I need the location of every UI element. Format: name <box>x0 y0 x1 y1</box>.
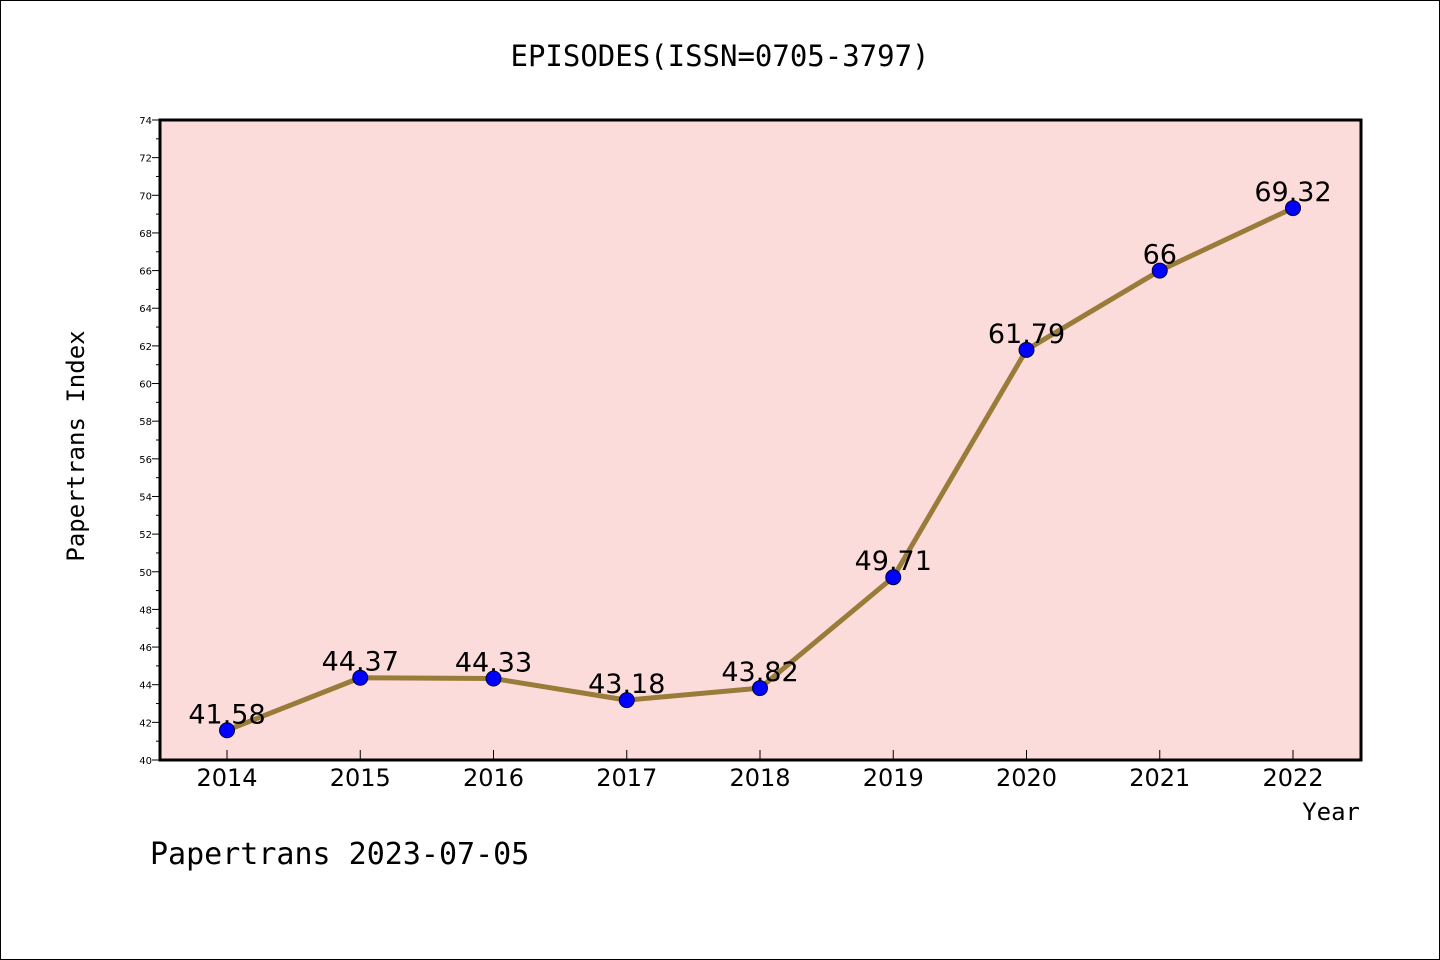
y-tick-label: 46 <box>139 643 152 654</box>
data-point <box>1151 262 1168 279</box>
data-point <box>885 569 902 586</box>
x-axis: 2014 2015 2016 2017 2018 2019 2020 2021 2022 <box>196 750 1324 792</box>
data-label: 44.33 <box>455 647 532 678</box>
data-point <box>352 669 369 686</box>
y-tick-label: 52 <box>139 530 152 541</box>
x-tick-label: 2015 <box>330 764 391 792</box>
data-label: 66 <box>1143 240 1177 271</box>
y-axis: 40 42 44 46 48 50 52 54 56 58 60 62 64 66 68 70 72 74 <box>139 116 160 767</box>
data-labels: 41.58 44.37 44.33 43.18 43.82 49.71 61.79 66 69.… <box>188 177 1331 730</box>
data-label: 41.58 <box>188 699 265 730</box>
y-tick-label: 40 <box>139 756 152 767</box>
y-axis-title: Papertrans Index <box>62 330 90 561</box>
data-label: 69.32 <box>1254 177 1331 208</box>
data-point <box>1285 200 1301 217</box>
x-tick-label: 2014 <box>196 764 257 792</box>
x-tick-label: 2016 <box>463 764 524 792</box>
data-point <box>752 680 768 697</box>
x-tick-label: 2017 <box>596 764 657 792</box>
y-tick-label: 68 <box>139 229 152 240</box>
x-tick-label: 2019 <box>863 764 924 792</box>
plot-area <box>160 120 1361 760</box>
y-tick-label: 72 <box>139 154 152 165</box>
x-tick-label: 2022 <box>1262 764 1323 792</box>
plot-border <box>158 118 1363 762</box>
x-tick-label: 2021 <box>1129 764 1190 792</box>
data-label: 44.37 <box>322 647 399 678</box>
y-tick-label: 42 <box>139 718 152 729</box>
chart-title: EPISODES(ISSN=0705-3797) <box>510 39 929 73</box>
data-point <box>618 692 635 709</box>
y-tick-label: 44 <box>139 681 152 692</box>
data-label: 49.71 <box>855 546 932 577</box>
y-tick-label: 66 <box>139 267 152 278</box>
data-point <box>1018 341 1035 358</box>
data-label: 43.18 <box>588 669 665 700</box>
x-tick-label: 2018 <box>729 764 790 792</box>
y-tick-label: 60 <box>139 380 152 391</box>
y-tick-label: 70 <box>139 191 152 202</box>
y-tick-label: 50 <box>139 568 152 579</box>
x-axis-title: Year <box>1302 798 1360 826</box>
y-tick-label: 64 <box>139 304 152 315</box>
y-tick-label: 48 <box>139 605 152 616</box>
y-tick-label: 58 <box>139 417 152 428</box>
x-tick-label: 2020 <box>996 764 1057 792</box>
y-tick-label: 56 <box>139 455 152 466</box>
data-point <box>219 722 235 739</box>
data-label: 43.82 <box>721 657 798 688</box>
data-point <box>485 670 502 687</box>
data-label: 61.79 <box>988 319 1065 350</box>
y-tick-label: 54 <box>139 492 152 503</box>
series-line-group <box>219 200 1301 739</box>
footer-stamp: Papertrans 2023-07-05 <box>150 837 529 872</box>
y-tick-label: 74 <box>139 116 152 127</box>
y-tick-label: 62 <box>139 342 152 353</box>
